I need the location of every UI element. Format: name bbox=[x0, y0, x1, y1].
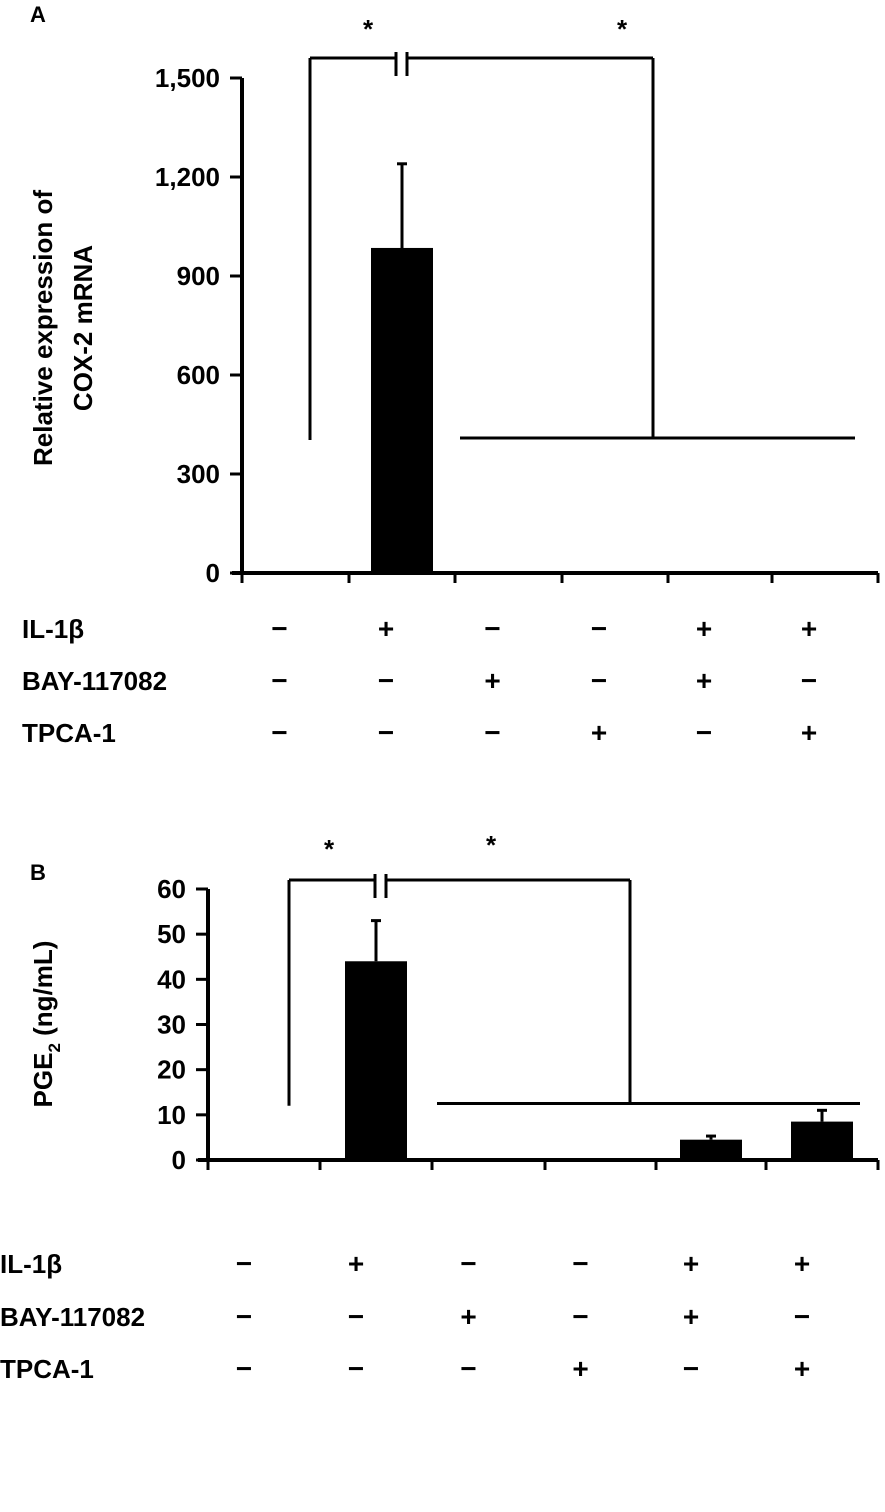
bar bbox=[689, 571, 751, 573]
bar bbox=[569, 1158, 632, 1160]
y-axis-title: PGE2 (ng/mL) bbox=[28, 941, 64, 1108]
condition-sign: − bbox=[591, 665, 607, 696]
bar bbox=[345, 961, 407, 1160]
y-axis-title: Relative expression of COX-2 mRNA bbox=[28, 190, 98, 466]
condition-sign: + bbox=[696, 665, 712, 696]
bar bbox=[477, 571, 540, 573]
condition-sign: + bbox=[794, 1353, 810, 1384]
condition-sign: − bbox=[378, 717, 394, 748]
y-axis-title-line1: Relative expression of bbox=[28, 190, 58, 466]
condition-table: IL-1β − + − − + + BAY-117082 − − + − + − TPCA-1 − − − + − + bbox=[0, 1248, 810, 1384]
y-tick-label: 20 bbox=[157, 1055, 186, 1085]
condition-sign: − bbox=[572, 1301, 588, 1332]
y-tick-label: 1,200 bbox=[155, 162, 220, 192]
bar bbox=[233, 1158, 295, 1160]
y-axis-title-unit: (ng/mL) bbox=[28, 941, 58, 1044]
condition-label: BAY-117082 bbox=[22, 666, 167, 696]
y-tick-label: 1,500 bbox=[155, 63, 220, 93]
bar bbox=[794, 571, 856, 573]
condition-label: TPCA-1 bbox=[22, 718, 116, 748]
condition-sign: + bbox=[572, 1353, 588, 1384]
significance-star-1: * bbox=[324, 834, 335, 864]
condition-sign: − bbox=[271, 717, 287, 748]
y-tick-label: 60 bbox=[157, 874, 186, 904]
bar bbox=[680, 1139, 742, 1160]
y-tick-label: 40 bbox=[157, 964, 186, 994]
bar bbox=[371, 247, 433, 573]
condition-label: IL-1β bbox=[0, 1249, 62, 1279]
condition-sign: − bbox=[348, 1301, 364, 1332]
panel-a: A 0 300 600 900 1,200 1,500 Relative expression… bbox=[22, 2, 880, 748]
condition-sign: − bbox=[794, 1301, 810, 1332]
y-tick-label: 10 bbox=[157, 1100, 186, 1130]
significance-star-2: * bbox=[486, 830, 497, 860]
condition-sign: − bbox=[683, 1353, 699, 1384]
y-tick-label: 900 bbox=[177, 261, 220, 291]
condition-sign: − bbox=[484, 717, 500, 748]
condition-sign: + bbox=[683, 1248, 699, 1279]
y-tick-label: 300 bbox=[177, 459, 220, 489]
y-tick-label: 600 bbox=[177, 360, 220, 390]
condition-label: TPCA-1 bbox=[0, 1354, 94, 1384]
y-axis-title-line2: COX-2 mRNA bbox=[68, 245, 98, 411]
condition-sign: − bbox=[236, 1353, 252, 1384]
bar bbox=[264, 571, 327, 573]
condition-sign: + bbox=[348, 1248, 364, 1279]
y-tick-label: 30 bbox=[157, 1010, 186, 1040]
y-axis-title-text: PGE2 (ng/mL) bbox=[28, 941, 64, 1108]
condition-sign: + bbox=[801, 613, 817, 644]
condition-sign: + bbox=[460, 1301, 476, 1332]
panel-label: B bbox=[30, 860, 46, 885]
condition-sign: − bbox=[696, 717, 712, 748]
y-tick-label: 0 bbox=[172, 1145, 186, 1175]
y-tick-label: 0 bbox=[206, 558, 220, 588]
condition-sign: − bbox=[572, 1248, 588, 1279]
condition-sign: − bbox=[801, 665, 817, 696]
condition-sign: − bbox=[348, 1353, 364, 1384]
condition-sign: − bbox=[460, 1353, 476, 1384]
condition-label: BAY-117082 bbox=[0, 1302, 145, 1332]
significance-brackets: * * bbox=[308, 14, 855, 440]
y-tick-label: 50 bbox=[157, 919, 186, 949]
condition-table: IL-1β − + − − + + BAY-117082 − − + − + − TPCA-1 − − − + − + bbox=[22, 613, 817, 748]
bar bbox=[584, 571, 646, 573]
significance-star-2: * bbox=[617, 14, 628, 44]
condition-sign: + bbox=[801, 717, 817, 748]
bar bbox=[457, 1158, 520, 1160]
condition-sign: − bbox=[271, 665, 287, 696]
condition-sign: + bbox=[484, 665, 500, 696]
condition-sign: − bbox=[236, 1301, 252, 1332]
condition-sign: + bbox=[683, 1301, 699, 1332]
condition-sign: − bbox=[484, 613, 500, 644]
condition-sign: + bbox=[794, 1248, 810, 1279]
condition-label: IL-1β bbox=[22, 614, 84, 644]
condition-sign: − bbox=[378, 665, 394, 696]
condition-sign: + bbox=[696, 613, 712, 644]
condition-sign: − bbox=[460, 1248, 476, 1279]
y-axis-title-main: PGE bbox=[28, 1053, 58, 1108]
panel-label: A bbox=[30, 2, 46, 27]
bar bbox=[791, 1121, 853, 1160]
significance-brackets: * * bbox=[287, 830, 860, 1106]
condition-sign: − bbox=[236, 1248, 252, 1279]
significance-star-1: * bbox=[363, 14, 374, 44]
condition-sign: − bbox=[271, 613, 287, 644]
condition-sign: + bbox=[378, 613, 394, 644]
condition-sign: − bbox=[591, 613, 607, 644]
y-axis-title-subscript: 2 bbox=[45, 1043, 64, 1052]
condition-sign: + bbox=[591, 717, 607, 748]
